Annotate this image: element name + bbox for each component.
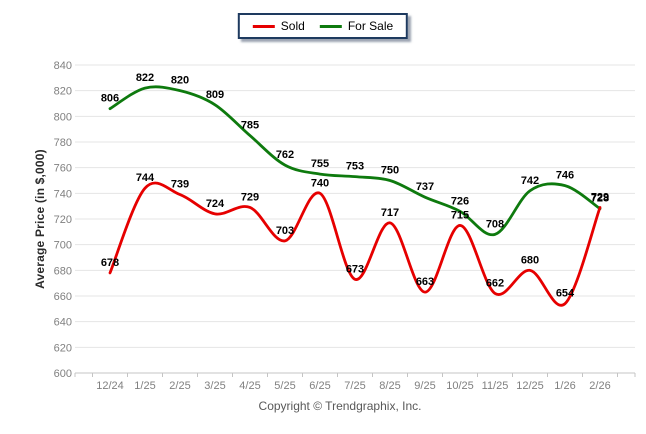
x-tick-label: 3/25 xyxy=(204,380,225,392)
for-sale-data-label: 762 xyxy=(276,149,294,161)
sold-data-label: 744 xyxy=(136,172,155,184)
legend-item-for-sale: For Sale xyxy=(319,19,394,33)
y-tick-label: 840 xyxy=(54,60,72,72)
y-tick-label: 780 xyxy=(54,137,72,149)
x-tick-label: 12/25 xyxy=(516,380,544,392)
for-sale-data-label: 737 xyxy=(416,181,434,193)
x-tick-label: 10/25 xyxy=(446,380,474,392)
for-sale-data-label: 708 xyxy=(486,218,504,230)
y-tick-label: 620 xyxy=(54,342,72,354)
legend-label-for-sale: For Sale xyxy=(347,19,394,33)
for-sale-data-label: 785 xyxy=(241,120,259,132)
y-tick-label: 680 xyxy=(54,265,72,277)
x-tick-label: 2/26 xyxy=(589,380,610,392)
x-tick-label: 4/25 xyxy=(239,380,260,392)
sold-data-label: 680 xyxy=(521,254,539,266)
y-tick-label: 800 xyxy=(54,111,72,123)
sold-data-label: 662 xyxy=(486,277,504,289)
legend: Sold For Sale xyxy=(237,13,409,39)
x-tick-label: 1/25 xyxy=(134,380,155,392)
sold-data-label: 654 xyxy=(556,288,575,300)
sold-data-label: 740 xyxy=(311,177,329,189)
x-tick-label: 12/24 xyxy=(96,380,124,392)
y-tick-label: 700 xyxy=(54,240,72,252)
x-tick-label: 6/25 xyxy=(309,380,330,392)
sold-data-label: 717 xyxy=(381,207,399,219)
x-tick-label: 1/26 xyxy=(554,380,575,392)
for-sale-data-label: 820 xyxy=(171,75,189,87)
sold-data-label: 739 xyxy=(171,179,189,191)
y-tick-label: 760 xyxy=(54,163,72,175)
for-sale-data-label: 822 xyxy=(136,72,154,84)
sold-line xyxy=(108,181,602,307)
legend-item-sold: Sold xyxy=(252,19,305,33)
sold-data-label: 678 xyxy=(101,257,119,269)
for-sale-data-label: 753 xyxy=(346,161,364,173)
sold-data-label: 715 xyxy=(451,209,469,221)
sold-data-label: 663 xyxy=(416,276,434,288)
for-sale-data-label: 809 xyxy=(206,89,224,101)
for-sale-data-label: 750 xyxy=(381,165,399,177)
x-tick-label: 7/25 xyxy=(344,380,365,392)
sold-data-label: 729 xyxy=(241,191,259,203)
x-tick-label: 11/25 xyxy=(482,380,509,392)
for-sale-data-label: 728 xyxy=(591,193,609,205)
y-tick-label: 820 xyxy=(54,86,72,98)
for-sale-line xyxy=(108,85,602,237)
y-tick-label: 720 xyxy=(54,214,72,226)
x-tick-label: 9/25 xyxy=(414,380,435,392)
for-sale-data-label: 742 xyxy=(521,175,539,187)
y-tick-label: 640 xyxy=(54,317,72,329)
x-tick-label: 8/25 xyxy=(379,380,400,392)
x-tick-label: 5/25 xyxy=(274,380,295,392)
for-sale-line-swatch xyxy=(319,24,342,28)
sold-data-label: 703 xyxy=(276,225,294,237)
copyright-text: Copyright © Trendgraphix, Inc. xyxy=(258,399,422,413)
sold-data-label: 724 xyxy=(206,198,225,210)
sold-line-swatch xyxy=(252,24,275,28)
y-tick-label: 600 xyxy=(54,368,72,380)
sold-data-label: 729 xyxy=(591,191,609,203)
legend-label-sold: Sold xyxy=(280,19,305,33)
x-tick-label: 2/25 xyxy=(169,380,190,392)
y-tick-label: 740 xyxy=(54,188,72,200)
y-tick-label: 660 xyxy=(54,291,72,303)
sold-data-label: 673 xyxy=(346,263,364,275)
for-sale-data-label: 755 xyxy=(311,158,329,170)
for-sale-data-label: 746 xyxy=(556,170,574,182)
for-sale-data-label: 806 xyxy=(101,93,119,105)
for-sale-data-label: 726 xyxy=(451,195,469,207)
